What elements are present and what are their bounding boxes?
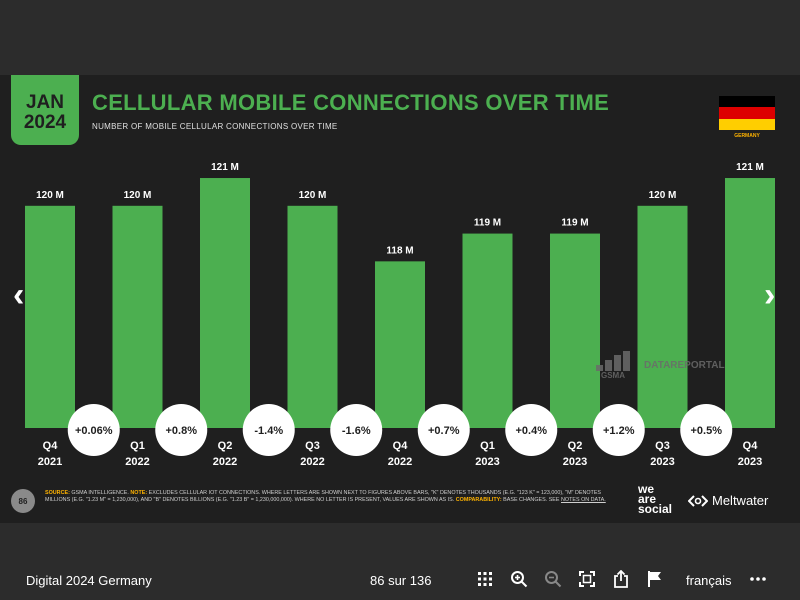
bar-value-label: 120 M bbox=[299, 190, 327, 201]
source-text: GSMA INTELLIGENCE. bbox=[71, 490, 129, 496]
change-label: +0.5% bbox=[691, 425, 723, 437]
slide-subtitle: NUMBER OF MOBILE CELLULAR CONNECTIONS OV… bbox=[92, 122, 338, 131]
bar-value-label: 120 M bbox=[36, 190, 64, 201]
gsma-logo: GSMA bbox=[596, 351, 630, 380]
bar bbox=[725, 178, 775, 428]
meltwater-icon bbox=[688, 494, 708, 507]
date-badge: JAN 2024 bbox=[11, 75, 79, 145]
meltwater-logo: Meltwater bbox=[688, 493, 768, 508]
zoom-in-icon[interactable] bbox=[509, 569, 529, 589]
change-circle bbox=[417, 404, 470, 456]
x-tick-label: 2023 bbox=[738, 456, 762, 468]
meltwater-text: Meltwater bbox=[712, 493, 769, 508]
grid-icon[interactable] bbox=[475, 569, 495, 589]
watermark: GSMA DATAREPORTAL bbox=[596, 351, 725, 380]
change-label: -1.4% bbox=[254, 425, 283, 437]
x-tick-label: Q3 bbox=[305, 440, 320, 452]
source-note: SOURCE: GSMA INTELLIGENCE. NOTE: EXCLUDE… bbox=[45, 490, 617, 505]
bar-value-label: 121 M bbox=[211, 162, 239, 173]
brand-we: we bbox=[638, 482, 655, 496]
bar bbox=[550, 233, 600, 428]
x-tick-label: 2022 bbox=[388, 456, 412, 468]
bar bbox=[112, 205, 163, 428]
change-circle bbox=[330, 404, 383, 456]
bar-value-label: 119 M bbox=[474, 218, 501, 229]
x-tick-label: Q3 bbox=[655, 440, 670, 452]
change-circle bbox=[505, 404, 558, 456]
page-counter: 86 sur 136 bbox=[370, 573, 432, 588]
x-tick-label: 2021 bbox=[38, 456, 62, 468]
gsma-text: GSMA bbox=[601, 371, 625, 380]
slide-page-number: 86 bbox=[11, 489, 35, 513]
change-circle bbox=[592, 404, 645, 456]
bar bbox=[637, 205, 688, 428]
change-circle bbox=[680, 404, 733, 456]
bar bbox=[287, 205, 338, 428]
bar-chart: 120 M Q4 2021 120 M Q1 2022 121 M Q2 2022 120 M Q3… bbox=[25, 162, 775, 468]
source-label: SOURCE: bbox=[45, 490, 70, 496]
datareportal-logo: DATAREPORTAL bbox=[644, 360, 725, 371]
flag-stripe bbox=[719, 118, 775, 130]
x-tick-label: 2022 bbox=[125, 456, 149, 468]
change-circle bbox=[242, 404, 295, 456]
bar-value-label: 120 M bbox=[649, 190, 677, 201]
change-label: +0.4% bbox=[516, 425, 548, 437]
flag-stripe bbox=[719, 96, 775, 108]
germany-flag-icon bbox=[719, 96, 775, 130]
share-icon[interactable] bbox=[611, 569, 631, 589]
brand-social: social bbox=[638, 502, 673, 516]
zoom-out-icon[interactable] bbox=[543, 569, 563, 589]
change-circle bbox=[67, 404, 120, 456]
comparability-text: BASE CHANGES. SEE bbox=[503, 497, 560, 504]
fullscreen-icon[interactable] bbox=[577, 569, 597, 589]
brand-are: are bbox=[638, 492, 657, 506]
country-label: GERMANY bbox=[734, 133, 760, 139]
we-are-social-logo: we are social bbox=[638, 482, 673, 516]
x-tick-label: Q2 bbox=[218, 440, 233, 452]
change-label: +1.2% bbox=[603, 425, 635, 437]
bar-value-label: 120 M bbox=[124, 190, 152, 201]
x-tick-label: 2023 bbox=[650, 456, 674, 468]
x-tick-label: Q2 bbox=[568, 440, 583, 452]
previous-slide-icon[interactable]: ‹ bbox=[13, 276, 25, 314]
x-tick-label: 2023 bbox=[475, 456, 499, 468]
viewer-toolbar: Digital 2024 Germany 86 sur 136 français bbox=[0, 560, 800, 600]
x-tick-label: Q1 bbox=[480, 440, 495, 452]
x-tick-label: Q4 bbox=[43, 440, 59, 452]
x-tick-label: 2022 bbox=[300, 456, 324, 468]
bar-value-label: 118 M bbox=[386, 245, 413, 256]
x-tick-label: 2023 bbox=[563, 456, 587, 468]
slide-title: CELLULAR MOBILE CONNECTIONS OVER TIME bbox=[92, 90, 610, 115]
bar-value-label: 121 M bbox=[736, 162, 764, 173]
note-text: EXCLUDES CELLULAR IOT CONNECTIONS. WHERE… bbox=[45, 490, 602, 504]
flag-stripe bbox=[719, 107, 775, 119]
document-title: Digital 2024 Germany bbox=[26, 573, 152, 588]
x-tick-label: Q4 bbox=[743, 440, 759, 452]
change-label: +0.8% bbox=[166, 425, 198, 437]
change-circle bbox=[155, 404, 208, 456]
badge-month: JAN bbox=[25, 92, 64, 113]
badge-year: 2024 bbox=[23, 112, 67, 133]
bar bbox=[25, 205, 75, 428]
slide: JAN 2024 CELLULAR MOBILE CONNECTIONS OVE… bbox=[0, 75, 800, 523]
notes-on-data-link[interactable]: NOTES ON DATA. bbox=[561, 497, 606, 504]
bar bbox=[375, 261, 425, 428]
change-label: -1.6% bbox=[342, 425, 371, 437]
flag-icon[interactable] bbox=[645, 569, 665, 589]
more-icon[interactable] bbox=[748, 569, 768, 589]
comparability-label: COMPARABILITY: bbox=[455, 497, 502, 504]
x-tick-label: Q1 bbox=[130, 440, 145, 452]
x-tick-label: Q4 bbox=[393, 440, 409, 452]
x-tick-label: 2022 bbox=[213, 456, 237, 468]
change-label: +0.7% bbox=[428, 425, 460, 437]
change-label: +0.06% bbox=[75, 425, 113, 437]
bar bbox=[462, 233, 513, 428]
note-label: NOTE: bbox=[130, 490, 148, 496]
next-slide-icon[interactable]: › bbox=[764, 276, 776, 314]
language-selector[interactable]: français bbox=[686, 573, 732, 588]
bar-value-label: 119 M bbox=[561, 218, 588, 229]
bar bbox=[200, 178, 250, 428]
